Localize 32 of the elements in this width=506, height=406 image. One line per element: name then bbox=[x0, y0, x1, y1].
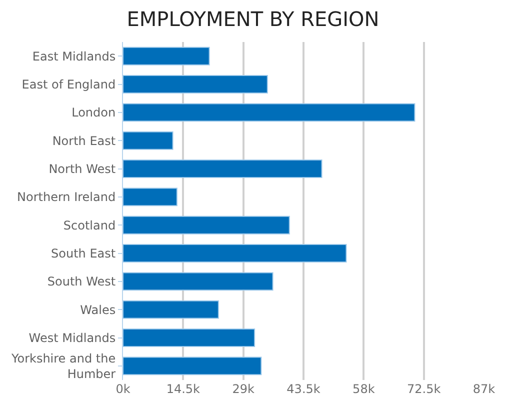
bar bbox=[123, 300, 219, 319]
y-tick-label: West Midlands bbox=[28, 330, 116, 345]
bar bbox=[123, 75, 268, 94]
y-tick-label: North West bbox=[48, 162, 116, 176]
bar bbox=[123, 46, 210, 66]
bar bbox=[123, 131, 174, 150]
x-tick-label: 58k bbox=[352, 382, 375, 396]
x-tick-label: 72.5k bbox=[406, 382, 441, 396]
x-tick-label: 87k bbox=[472, 382, 496, 396]
bar bbox=[123, 356, 262, 376]
y-tick-label: Yorkshire and the Humber bbox=[10, 351, 116, 381]
chart-title: EMPLOYMENT BY REGION bbox=[126, 7, 380, 32]
bar bbox=[123, 272, 274, 291]
bar bbox=[123, 328, 256, 347]
y-tick-label: Scotland bbox=[63, 218, 116, 232]
y-tick-label: East Midlands bbox=[32, 49, 116, 64]
bar bbox=[123, 188, 178, 206]
y-tick-label: East of England bbox=[22, 77, 116, 92]
x-tick-label: 29k bbox=[232, 382, 254, 396]
y-tick-label: Wales bbox=[80, 302, 116, 317]
bar bbox=[123, 244, 347, 262]
x-tick-label: 43.5k bbox=[286, 382, 320, 396]
y-tick-label: North East bbox=[52, 134, 116, 148]
y-tick-label: South East bbox=[51, 246, 116, 260]
x-tick-label: 0k bbox=[116, 382, 130, 396]
y-tick-label: South West bbox=[47, 274, 116, 289]
y-tick-label: London bbox=[72, 106, 116, 120]
bar bbox=[123, 103, 416, 122]
y-tick-label: Northern Ireland bbox=[17, 190, 116, 204]
bar bbox=[123, 160, 322, 178]
bar bbox=[123, 216, 290, 234]
x-tick-label: 14.5k bbox=[166, 382, 200, 396]
